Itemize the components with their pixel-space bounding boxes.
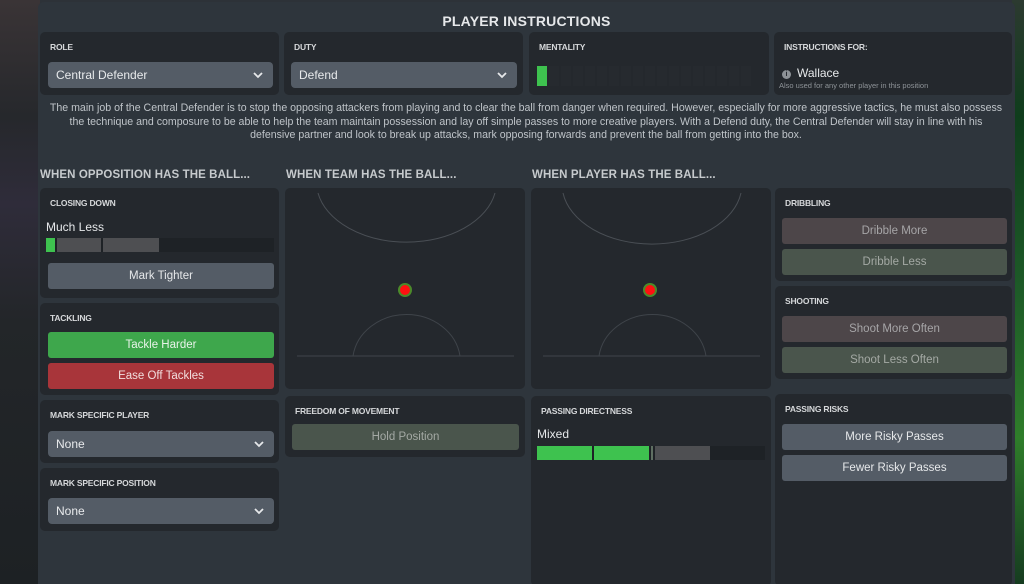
shoot-more-often-button[interactable]: Shoot More Often xyxy=(782,316,1007,342)
hold-position-button[interactable]: Hold Position xyxy=(292,424,519,450)
ease-off-tackles-button[interactable]: Ease Off Tackles xyxy=(48,363,274,389)
dribble-more-button[interactable]: Dribble More xyxy=(782,218,1007,244)
tackling-label: TACKLING xyxy=(50,313,92,323)
mentality-seg xyxy=(645,66,655,86)
slider-seg-active xyxy=(537,446,592,460)
page-title: PLAYER INSTRUCTIONS xyxy=(442,13,611,29)
closing-down-label: CLOSING DOWN xyxy=(50,198,116,208)
player-instructions-panel: PLAYER INSTRUCTIONS ROLE Central Defende… xyxy=(38,2,1015,584)
section-team-ball: WHEN TEAM HAS THE BALL... xyxy=(286,169,457,181)
mark-position-label: MARK SPECIFIC POSITION xyxy=(50,478,156,488)
role-description: The main job of the Central Defender is … xyxy=(49,102,1003,141)
dribbling-card: DRIBBLING Dribble More Dribble Less xyxy=(775,188,1012,281)
mentality-seg xyxy=(693,66,703,86)
freedom-label: FREEDOM OF MOVEMENT xyxy=(295,406,400,416)
slider-handle[interactable] xyxy=(651,446,653,460)
tackle-harder-button[interactable]: Tackle Harder xyxy=(48,332,274,358)
tackling-card: TACKLING Tackle Harder Ease Off Tackles xyxy=(40,303,279,395)
chevron-down-icon xyxy=(497,72,507,79)
mentality-seg xyxy=(705,66,715,86)
section-player-ball: WHEN PLAYER HAS THE BALL... xyxy=(532,169,716,181)
mentality-seg-active xyxy=(537,66,547,86)
passing-directness-label: PASSING DIRECTNESS xyxy=(541,406,633,416)
freedom-card: FREEDOM OF MOVEMENT Hold Position xyxy=(285,396,525,457)
more-risky-passes-button[interactable]: More Risky Passes xyxy=(782,424,1007,450)
closing-down-card: CLOSING DOWN Much Less Mark Tighter xyxy=(40,188,279,298)
slider-seg-active xyxy=(46,238,55,252)
pitch-diagram xyxy=(297,192,514,357)
mentality-bar xyxy=(537,66,751,86)
shooting-card: SHOOTING Shoot More Often Shoot Less Oft… xyxy=(775,286,1012,379)
mentality-seg xyxy=(669,66,679,86)
instructions-for-card: INSTRUCTIONS FOR: i Wallace Also used for… xyxy=(774,32,1012,95)
slider-seg xyxy=(655,446,710,460)
role-select[interactable]: Central Defender xyxy=(48,62,273,88)
mentality-seg xyxy=(549,66,559,86)
dribbling-label: DRIBBLING xyxy=(785,198,831,208)
player-name: Wallace xyxy=(797,66,840,80)
mentality-card: MENTALITY xyxy=(529,32,769,95)
section-opposition-ball: WHEN OPPOSITION HAS THE BALL... xyxy=(40,169,251,181)
pitch-diagram xyxy=(543,192,760,357)
dribble-less-button[interactable]: Dribble Less xyxy=(782,249,1007,275)
player-ball-pitch[interactable] xyxy=(531,188,771,389)
duty-select[interactable]: Defend xyxy=(291,62,517,88)
passing-risks-label: PASSING RISKS xyxy=(785,404,849,414)
background-right xyxy=(1012,0,1024,584)
slider-seg xyxy=(103,238,159,252)
slider-seg xyxy=(57,238,101,252)
mark-player-value: None xyxy=(56,437,85,451)
chevron-down-icon xyxy=(254,441,264,448)
mentality-seg xyxy=(573,66,583,86)
mark-position-card: MARK SPECIFIC POSITION None xyxy=(40,468,279,531)
mark-tighter-button[interactable]: Mark Tighter xyxy=(48,263,274,289)
mentality-seg xyxy=(621,66,631,86)
mentality-label: MENTALITY xyxy=(539,42,586,52)
mentality-seg xyxy=(609,66,619,86)
chevron-down-icon xyxy=(253,72,263,79)
info-icon[interactable]: i xyxy=(782,70,791,79)
fewer-risky-passes-button[interactable]: Fewer Risky Passes xyxy=(782,455,1007,481)
passing-risks-card: PASSING RISKS More Risky Passes Fewer Ri… xyxy=(775,394,1012,584)
duty-label: DUTY xyxy=(294,42,317,52)
mentality-seg xyxy=(681,66,691,86)
player-note: Also used for any other player in this p… xyxy=(779,81,929,90)
mentality-seg xyxy=(597,66,607,86)
mark-player-select[interactable]: None xyxy=(48,431,274,457)
slider-seg-active xyxy=(594,446,649,460)
player-name-row: i Wallace xyxy=(782,66,839,80)
role-card: ROLE Central Defender xyxy=(40,32,279,95)
role-label: ROLE xyxy=(50,42,73,52)
mentality-seg xyxy=(717,66,727,86)
instructions-for-label: INSTRUCTIONS FOR: xyxy=(784,42,868,52)
mentality-seg xyxy=(585,66,595,86)
team-ball-pitch[interactable] xyxy=(285,188,525,389)
mark-player-card: MARK SPECIFIC PLAYER None xyxy=(40,400,279,463)
mentality-seg xyxy=(633,66,643,86)
mentality-seg xyxy=(729,66,739,86)
duty-value: Defend xyxy=(299,68,338,82)
shoot-less-often-button[interactable]: Shoot Less Often xyxy=(782,347,1007,373)
passing-directness-card: PASSING DIRECTNESS Mixed xyxy=(531,396,771,584)
passing-directness-value: Mixed xyxy=(537,427,570,441)
mark-position-value: None xyxy=(56,504,85,518)
background-left xyxy=(0,0,40,584)
passing-directness-slider[interactable] xyxy=(537,446,765,460)
chevron-down-icon xyxy=(254,508,264,515)
duty-card: DUTY Defend xyxy=(284,32,523,95)
mark-player-label: MARK SPECIFIC PLAYER xyxy=(50,410,150,420)
mentality-seg xyxy=(741,66,751,86)
shooting-label: SHOOTING xyxy=(785,296,829,306)
mark-position-select[interactable]: None xyxy=(48,498,274,524)
closing-down-value: Much Less xyxy=(46,220,105,234)
closing-down-slider[interactable] xyxy=(46,238,274,252)
role-value: Central Defender xyxy=(56,68,148,82)
mentality-seg xyxy=(657,66,667,86)
mentality-seg xyxy=(561,66,571,86)
